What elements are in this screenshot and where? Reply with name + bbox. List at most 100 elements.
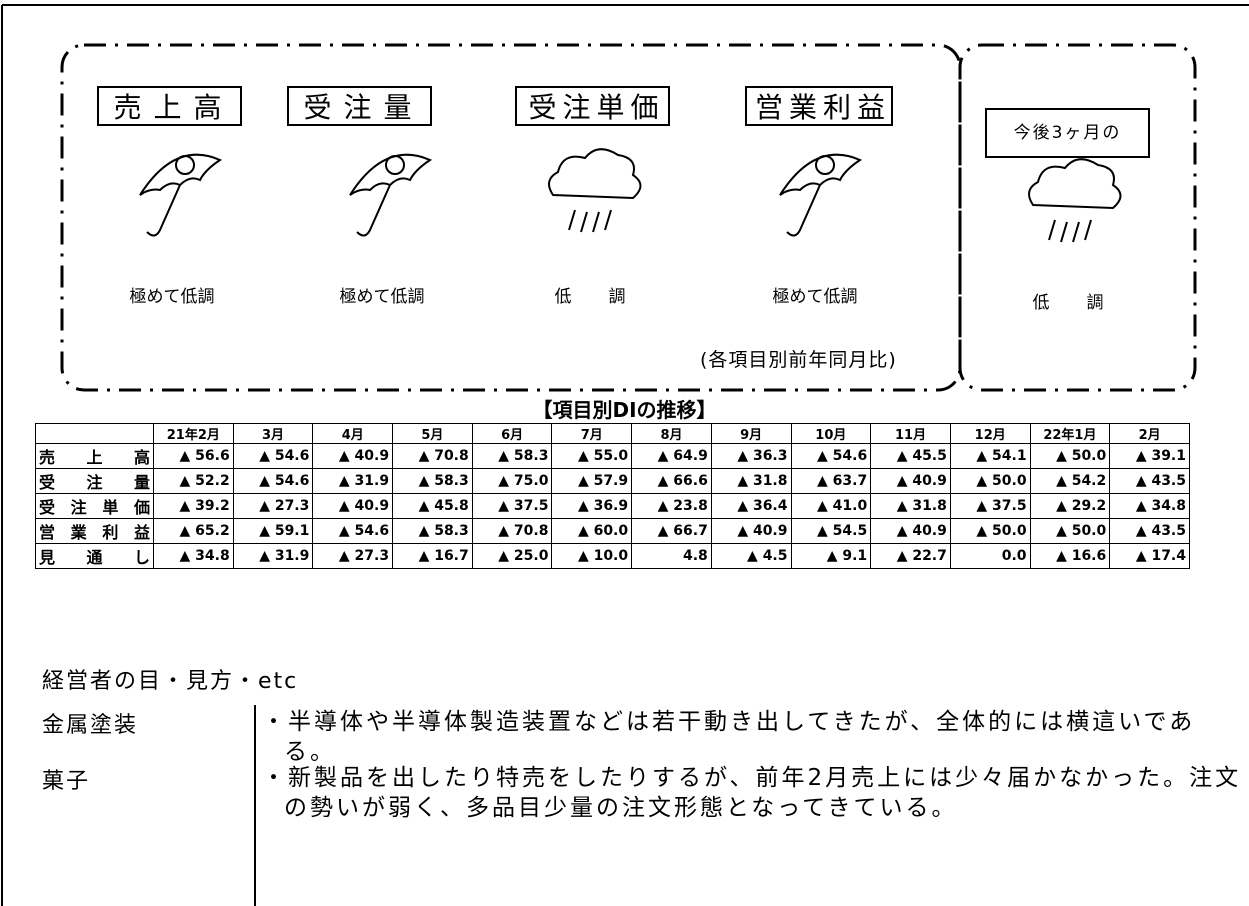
item-status: 極めて低調: [772, 287, 858, 307]
cell: ▲ 70.8: [392, 443, 473, 469]
column-header: 9月: [710, 423, 792, 444]
cell: ▲ 34.8: [153, 543, 234, 569]
cell: ▲ 54.1: [949, 443, 1031, 469]
row-label: 受注量: [35, 468, 154, 494]
item-status: 低 調: [554, 287, 636, 307]
cell: ▲ 9.1: [790, 543, 872, 569]
cell: ▲ 40.9: [870, 518, 951, 544]
column-header: 10月: [790, 423, 872, 444]
umbrella-icon: [139, 153, 223, 237]
cell: ▲ 36.9: [551, 493, 633, 519]
cell: ▲ 37.5: [949, 493, 1031, 519]
cell: ▲ 57.9: [551, 468, 633, 494]
cell: ▲ 40.9: [312, 443, 394, 469]
cell: 0.0: [949, 543, 1031, 569]
column-header: 11月: [870, 423, 951, 444]
item-label: 受注量: [287, 86, 432, 126]
cell: ▲ 58.3: [392, 468, 473, 494]
cell: ▲ 43.5: [1109, 468, 1190, 494]
cell: ▲ 63.7: [790, 468, 872, 494]
cell: ▲ 17.4: [1109, 543, 1190, 569]
item-label: 営業利益: [745, 86, 893, 126]
comment: ・新製品を出したり特売をしたりするが、前年2月売上には少々届かなかった。注文の勢…: [262, 765, 1242, 821]
cell: ▲ 22.7: [870, 543, 951, 569]
item-label: 売上高: [97, 86, 242, 126]
cell: ▲ 36.4: [710, 493, 792, 519]
table-row: 見通し ▲ 34.8 ▲ 31.9 ▲ 27.3 ▲ 16.7 ▲ 25.0 ▲ 10.0 4…: [35, 543, 1190, 569]
row-label: 売上高: [35, 443, 154, 469]
cell: ▲ 50.0: [949, 518, 1031, 544]
cell: ▲ 54.6: [232, 468, 314, 494]
cell: ▲ 54.6: [232, 443, 314, 469]
cell: ▲ 23.8: [631, 493, 712, 519]
item-label: 受注単価: [515, 86, 670, 126]
cell: ▲ 40.9: [710, 518, 792, 544]
di-table: 21年2月 3月 4月 5月 6月 7月 8月 9月 10月 11月 12月 22年1月 2月 売上高 ▲ …: [35, 423, 1190, 569]
cell: ▲ 59.1: [232, 518, 314, 544]
column-header: 6月: [471, 423, 553, 444]
item-status: 極めて低調: [129, 287, 215, 307]
cell: ▲ 16.6: [1029, 543, 1111, 569]
column-header: 21年2月: [153, 423, 234, 444]
cell: ▲ 31.9: [232, 543, 314, 569]
cell: ▲ 37.5: [471, 493, 553, 519]
cell: ▲ 36.3: [710, 443, 792, 469]
outlook-label: 今後3ヶ月の: [985, 108, 1150, 158]
cell: ▲ 4.5: [710, 543, 792, 569]
column-header: 5月: [392, 423, 473, 444]
cell: ▲ 40.9: [870, 468, 951, 494]
cell: ▲ 64.9: [631, 443, 712, 469]
cell: ▲ 16.7: [392, 543, 473, 569]
column-header: 8月: [631, 423, 712, 444]
column-header: 2月: [1109, 423, 1190, 444]
cloud-icon: [548, 148, 642, 233]
cell: ▲ 27.3: [232, 493, 314, 519]
corner-cell: [35, 423, 154, 444]
cell: ▲ 31.8: [870, 493, 951, 519]
cell: ▲ 39.2: [153, 493, 234, 519]
cell: ▲ 29.2: [1029, 493, 1111, 519]
cell: ▲ 39.1: [1109, 443, 1190, 469]
cell: ▲ 60.0: [551, 518, 633, 544]
cell: ▲ 54.2: [1029, 468, 1111, 494]
note: (各項目別前年同月比): [700, 349, 897, 371]
row-label: 営業利益: [35, 518, 154, 544]
item-status: 極めて低調: [339, 287, 425, 307]
row-label: 見通し: [35, 543, 154, 569]
header-row: 21年2月 3月 4月 5月 6月 7月 8月 9月 10月 11月 12月 22年1月 2月: [35, 423, 1190, 444]
cell: ▲ 40.9: [312, 493, 394, 519]
cloud-icon: [1028, 158, 1122, 243]
cell: ▲ 54.6: [790, 443, 872, 469]
cell: ▲ 41.0: [790, 493, 872, 519]
row-label: 受注単価: [35, 493, 154, 519]
cell: ▲ 50.0: [1029, 443, 1111, 469]
cell: ▲ 65.2: [153, 518, 234, 544]
table-row: 受注量 ▲ 52.2 ▲ 54.6 ▲ 31.9 ▲ 58.3 ▲ 75.0 ▲ 57.9 ▲…: [35, 468, 1190, 494]
table-row: 売上高 ▲ 56.6 ▲ 54.6 ▲ 40.9 ▲ 70.8 ▲ 58.3 ▲ 55.0 ▲…: [35, 443, 1190, 469]
outlook-status: 低 調: [1032, 293, 1114, 313]
cell: ▲ 34.8: [1109, 493, 1190, 519]
column-header: 12月: [949, 423, 1031, 444]
column-header: 7月: [551, 423, 633, 444]
column-header: 4月: [312, 423, 394, 444]
industry: 菓子: [42, 769, 91, 794]
cell: ▲ 45.5: [870, 443, 951, 469]
cell: ▲ 54.6: [312, 518, 394, 544]
table-title: 【項目別DIの推移】: [532, 398, 717, 422]
cell: ▲ 58.3: [392, 518, 473, 544]
cell: ▲ 54.5: [790, 518, 872, 544]
column-header: 3月: [232, 423, 314, 444]
cell: ▲ 50.0: [949, 468, 1031, 494]
cell: ▲ 70.8: [471, 518, 553, 544]
column-header: 22年1月: [1029, 423, 1111, 444]
table-row: 受注単価 ▲ 39.2 ▲ 27.3 ▲ 40.9 ▲ 45.8 ▲ 37.5 ▲ 36.9…: [35, 493, 1190, 519]
cell: ▲ 52.2: [153, 468, 234, 494]
comment: ・半導体や半導体製造装置などは若干動き出してきたが、全体的には横這いである。: [262, 709, 1196, 765]
cell: ▲ 75.0: [471, 468, 553, 494]
cell: ▲ 25.0: [471, 543, 553, 569]
cell: ▲ 50.0: [1029, 518, 1111, 544]
cell: ▲ 31.9: [312, 468, 394, 494]
cell: ▲ 58.3: [471, 443, 553, 469]
comments-heading: 経営者の目・見方・etc: [42, 669, 299, 694]
